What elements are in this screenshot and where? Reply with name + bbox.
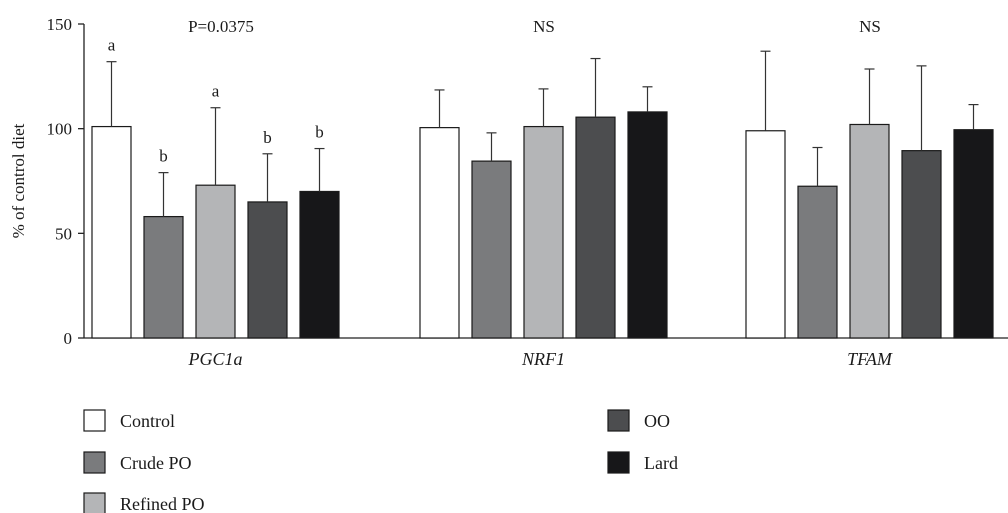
legend-label: Refined PO (120, 494, 205, 513)
legend-swatch (607, 451, 630, 474)
bar (299, 190, 340, 339)
x-category-label: PGC1a (188, 349, 243, 369)
y-tick-label: 50 (55, 224, 72, 243)
bar (849, 123, 890, 339)
group-annotation: P=0.0375 (188, 17, 254, 36)
bars (91, 50, 994, 339)
legend-item: Lard (607, 451, 678, 474)
group-annotation: NS (533, 17, 555, 36)
legend-label: Lard (644, 453, 678, 473)
significance-letter: b (315, 123, 324, 142)
legend-swatch (83, 409, 106, 432)
x-category-label: TFAM (847, 349, 893, 369)
x-category-label: NRF1 (521, 349, 565, 369)
y-tick-label: 150 (47, 15, 73, 34)
legend-item: Crude PO (83, 451, 192, 474)
bar (195, 184, 236, 339)
legend-label: Crude PO (120, 453, 192, 473)
bar (627, 111, 668, 339)
significance-letter: b (159, 147, 168, 166)
y-tick-label: 0 (64, 329, 73, 348)
significance-letter: b (263, 128, 272, 147)
significance-letter: a (108, 36, 116, 55)
legend-label: OO (644, 411, 670, 431)
bar (745, 130, 786, 339)
bar (953, 129, 994, 339)
bar (91, 125, 132, 339)
significance-letter: a (212, 82, 220, 101)
legend-swatch (607, 409, 630, 432)
y-axis-title: % of control diet (9, 123, 28, 238)
bar (471, 160, 512, 339)
labels: a b a b b PGC1a NRF1 TFAM P=0.0375 NS NS (108, 17, 893, 369)
y-tick-label: 100 (47, 120, 73, 139)
bar (143, 215, 184, 339)
bar (901, 150, 942, 339)
bar (523, 125, 564, 339)
bar (419, 127, 460, 339)
legend-swatch (83, 451, 106, 474)
legend-item: Refined PO (83, 492, 205, 513)
bar (797, 185, 838, 339)
bar (247, 201, 288, 339)
bar (575, 116, 616, 339)
legend-item: OO (607, 409, 670, 432)
legend-label: Control (120, 411, 175, 431)
axes: 0 50 100 150 % of control diet (9, 15, 1008, 348)
group-annotation: NS (859, 17, 881, 36)
legend-swatch (83, 492, 106, 513)
legend: Control Crude PO Refined PO OO Lard (83, 409, 678, 513)
legend-item: Control (83, 409, 175, 432)
